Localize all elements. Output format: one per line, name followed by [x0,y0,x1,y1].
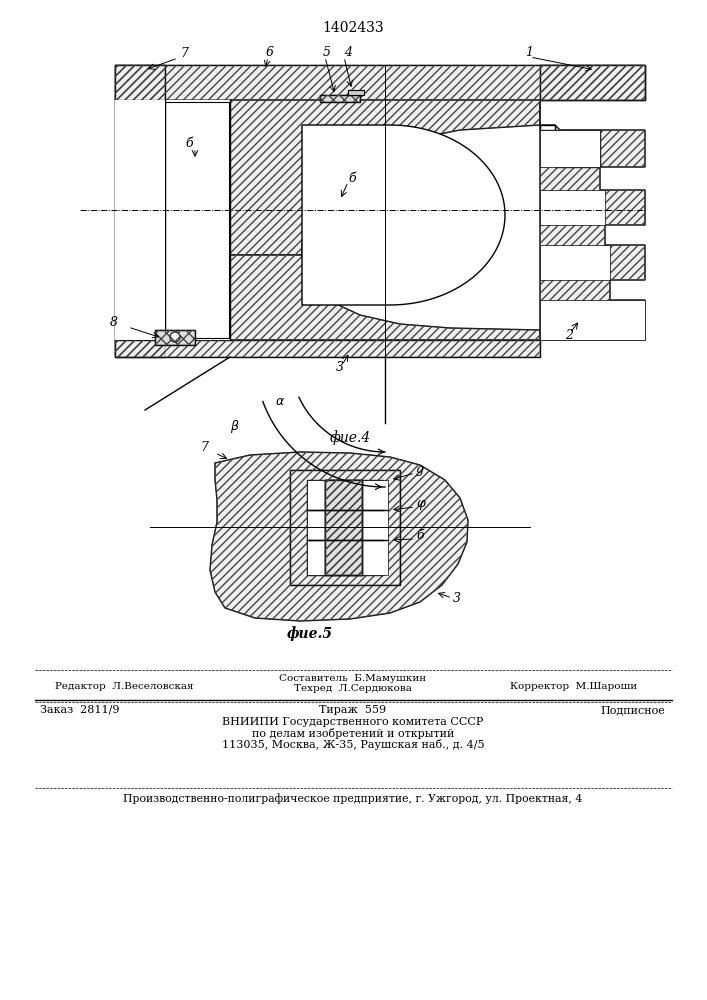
Polygon shape [230,255,540,340]
Polygon shape [165,102,229,338]
Text: 7: 7 [200,441,208,454]
Circle shape [170,332,180,342]
Polygon shape [325,480,362,575]
Polygon shape [155,330,195,345]
Polygon shape [540,130,600,167]
Text: 5: 5 [323,46,331,59]
Polygon shape [115,100,165,340]
Text: 1402433: 1402433 [322,21,384,35]
Text: 7: 7 [180,47,188,60]
Text: по делам изобретений и открытий: по делам изобретений и открытий [252,728,454,739]
Text: фие.5: фие.5 [287,626,333,641]
Text: $\alpha$: $\alpha$ [275,395,285,408]
Polygon shape [165,100,230,340]
Polygon shape [210,452,468,621]
Polygon shape [307,480,383,575]
Polygon shape [348,90,364,95]
Text: 113035, Москва, Ж-35, Раушская наб., д. 4/5: 113035, Москва, Ж-35, Раушская наб., д. … [222,739,484,750]
Text: $\beta$: $\beta$ [230,418,240,435]
Polygon shape [320,95,360,102]
Text: Заказ  2811/9: Заказ 2811/9 [40,705,119,715]
Polygon shape [115,340,540,357]
Text: 6: 6 [266,46,274,59]
Polygon shape [540,100,645,340]
Text: Корректор  М.Шароши: Корректор М.Шароши [510,682,637,691]
Text: ВНИИПИ Государственного комитета СССР: ВНИИПИ Государственного комитета СССР [222,717,484,727]
Polygon shape [325,480,362,575]
Polygon shape [307,480,388,575]
Text: φ: φ [416,497,425,510]
Text: 2: 2 [565,329,573,342]
Text: 4: 4 [344,46,352,59]
Polygon shape [165,100,230,340]
Polygon shape [230,100,540,255]
Polygon shape [540,125,600,167]
Text: Составитель  Б.Мамушкин: Составитель Б.Мамушкин [279,674,426,683]
Text: Подписное: Подписное [600,705,665,715]
Polygon shape [115,65,645,100]
Polygon shape [115,65,165,357]
Text: 1: 1 [525,46,533,59]
Polygon shape [540,245,610,280]
Text: 8: 8 [110,316,118,329]
Text: б: б [185,137,192,150]
Text: g: g [416,463,424,476]
Text: Производственно-полиграфическое предприятие, г. Ужгород, ул. Проектная, 4: Производственно-полиграфическое предприя… [124,793,583,804]
Polygon shape [290,470,400,585]
Polygon shape [540,190,605,225]
Text: 3: 3 [336,361,344,374]
Text: Тираж  559: Тираж 559 [320,705,387,715]
Text: Техред  Л.Сердюкова: Техред Л.Сердюкова [294,684,412,693]
Polygon shape [302,125,505,305]
Text: Редактор  Л.Веселовская: Редактор Л.Веселовская [55,682,194,691]
Text: б: б [348,172,356,185]
Text: 3: 3 [453,592,461,605]
Polygon shape [540,300,645,340]
Polygon shape [540,65,645,100]
Text: б: б [416,529,423,542]
Text: фие.4: фие.4 [329,430,370,445]
